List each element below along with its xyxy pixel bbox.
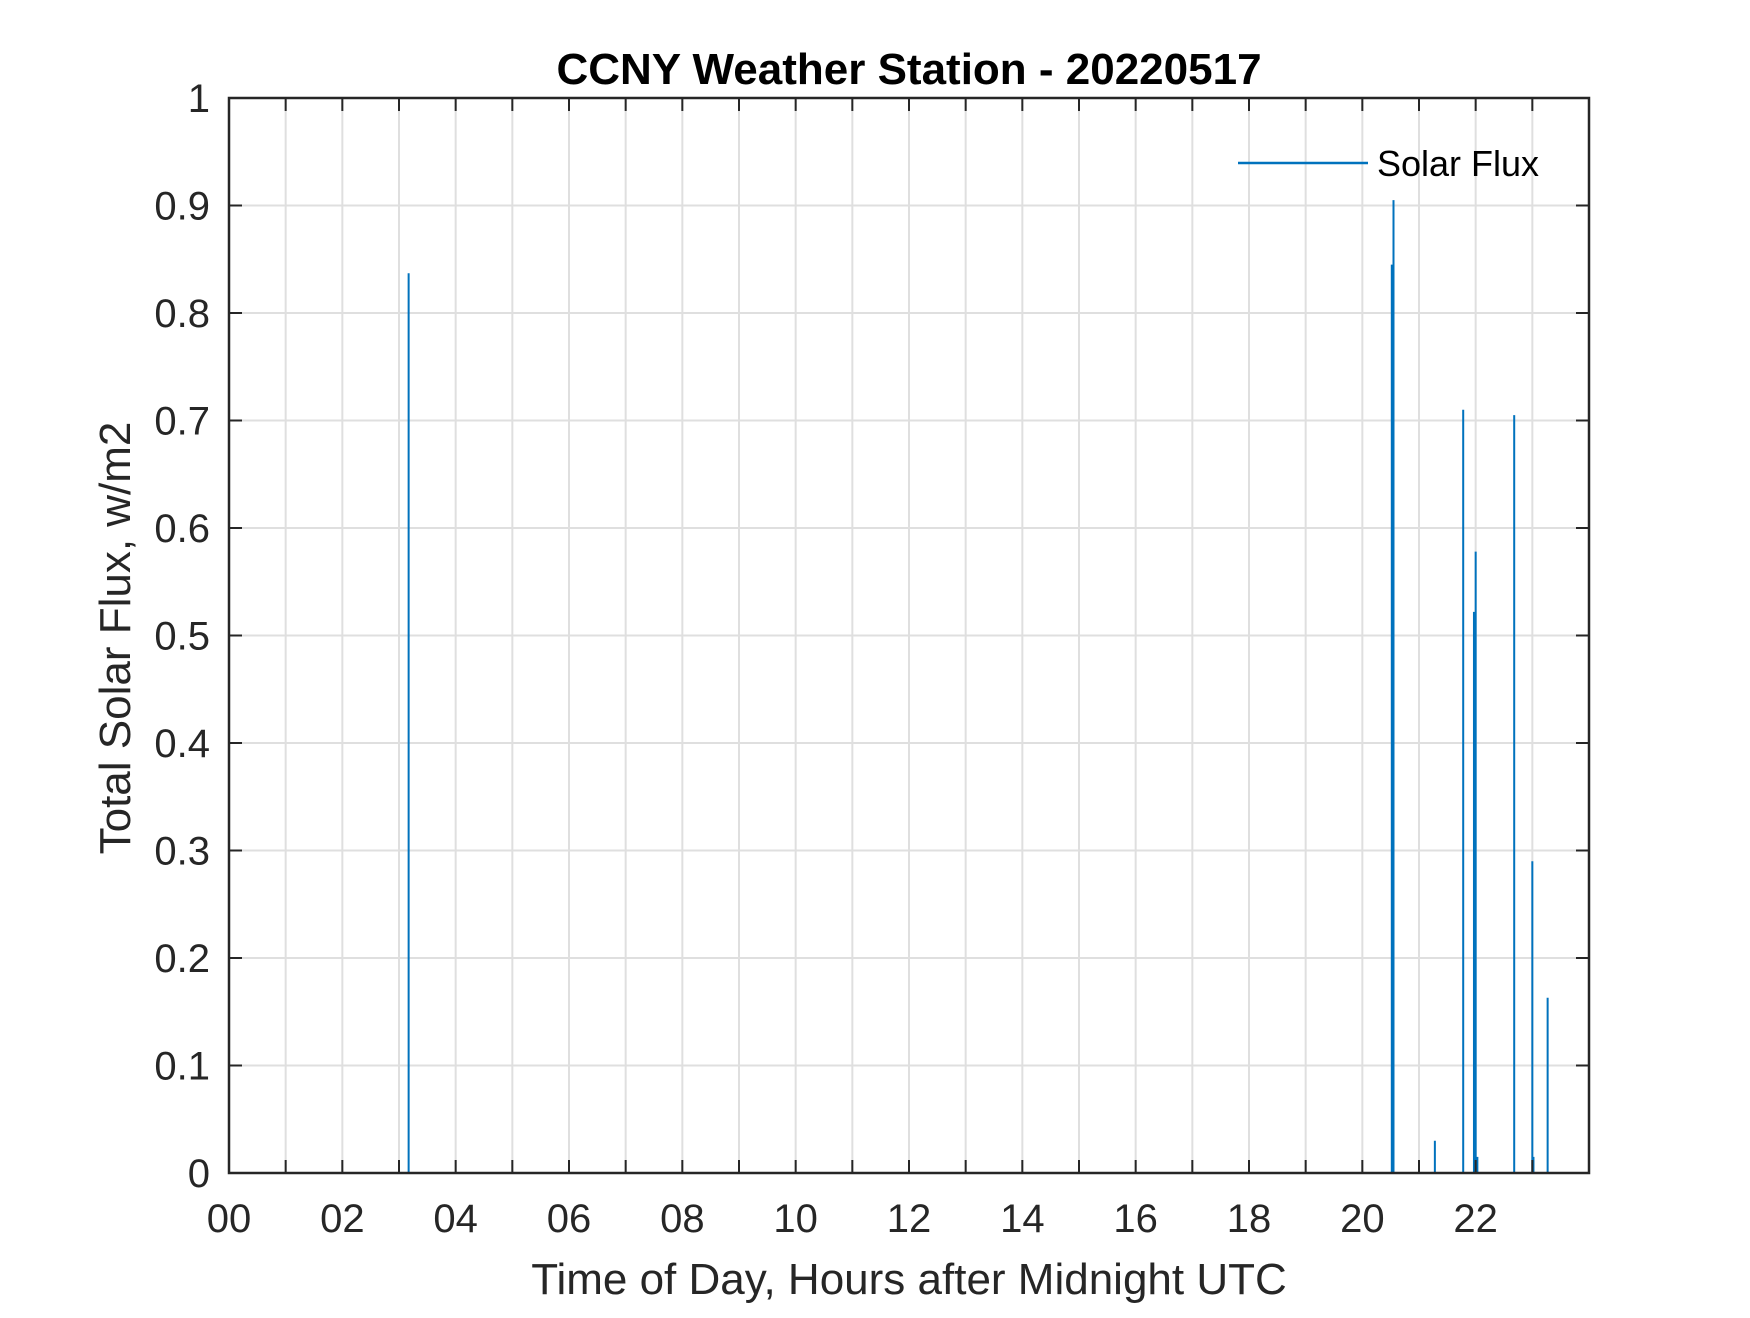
y-tick-label: 0.9 xyxy=(154,185,210,229)
y-tick-label: 0.6 xyxy=(154,507,210,551)
data-layer xyxy=(407,200,1549,1173)
x-tick-label: 14 xyxy=(1000,1197,1045,1241)
x-tick-label: 10 xyxy=(773,1197,818,1241)
x-tick-label: 04 xyxy=(433,1197,478,1241)
x-tick-label: 18 xyxy=(1227,1197,1272,1241)
tick-label-layer: 00 02 04 06 08 10 12 14 16 18 20 22 0 0.1 0.2 0.3 0.4 0.5… xyxy=(154,77,1498,1241)
y-tick-label: 0.3 xyxy=(154,830,210,874)
y-tick-label: 0.5 xyxy=(154,615,210,659)
x-tick-label: 06 xyxy=(547,1197,592,1241)
y-tick-label: 0.2 xyxy=(154,937,210,981)
y-tick-label: 0 xyxy=(188,1152,210,1196)
x-tick-label: 16 xyxy=(1113,1197,1158,1241)
x-axis-label: Time of Day, Hours after Midnight UTC xyxy=(531,1255,1287,1304)
x-tick-label: 20 xyxy=(1340,1197,1385,1241)
y-tick-label: 0.1 xyxy=(154,1045,210,1089)
legend: Solar Flux xyxy=(1238,143,1539,184)
x-tick-label: 22 xyxy=(1453,1197,1498,1241)
chart-title: CCNY Weather Station - 20220517 xyxy=(556,45,1261,94)
legend-label-solar-flux: Solar Flux xyxy=(1377,143,1539,184)
y-tick-label: 0.8 xyxy=(154,292,210,336)
axes-layer xyxy=(227,96,1591,1175)
y-tick-label: 0.7 xyxy=(154,400,210,444)
y-tick-label: 1 xyxy=(188,77,210,121)
x-tick-label: 00 xyxy=(207,1197,252,1241)
y-tick-label: 0.4 xyxy=(154,722,210,766)
x-tick-label: 02 xyxy=(320,1197,365,1241)
x-tick-label: 12 xyxy=(887,1197,932,1241)
y-axis-label: Total Solar Flux, w/m2 xyxy=(91,422,140,855)
x-tick-label: 08 xyxy=(660,1197,705,1241)
